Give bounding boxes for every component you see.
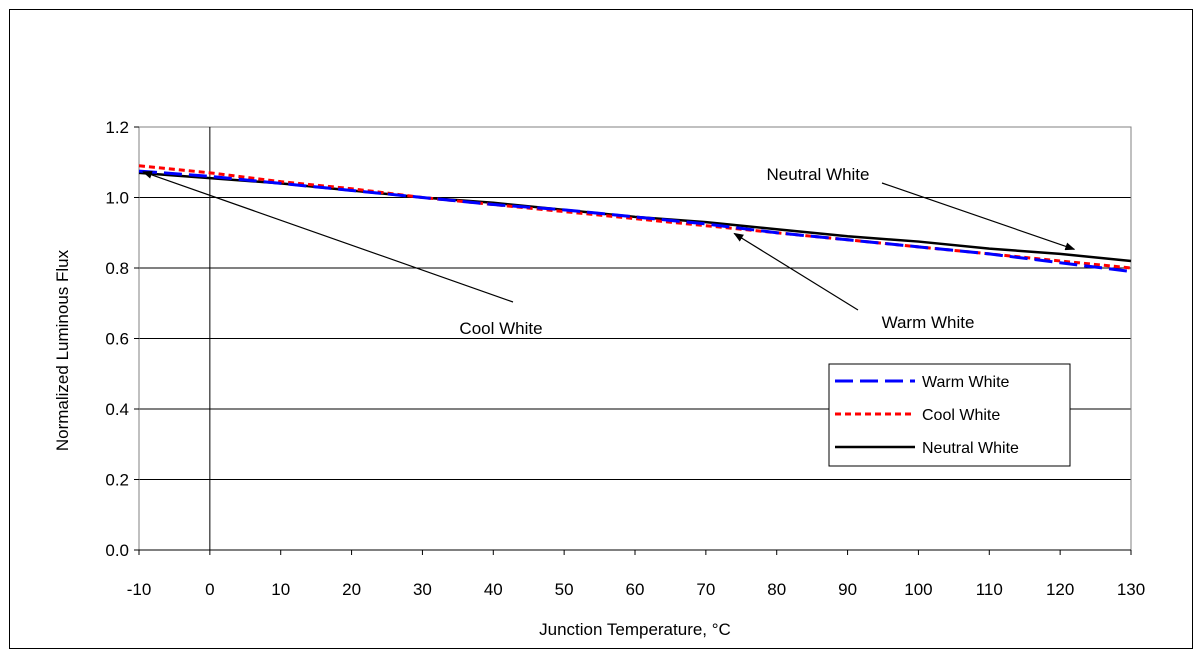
- y-tick-label: 0.8: [105, 259, 129, 278]
- x-tick-label: 130: [1117, 580, 1145, 599]
- annotation-arrow: [142, 170, 514, 303]
- x-tick-label: 70: [696, 580, 715, 599]
- x-axis-title: Junction Temperature, °C: [539, 620, 731, 639]
- series-line-warm-white: [138, 169, 1132, 274]
- legend-label: Warm White: [922, 374, 1010, 391]
- x-tick-label: 40: [484, 580, 503, 599]
- y-tick-label: 1.0: [105, 189, 129, 208]
- x-tick-label: 100: [904, 580, 932, 599]
- data-series: [138, 164, 1132, 274]
- annotation-arrow: [733, 232, 859, 311]
- axes: [134, 126, 1132, 555]
- x-tick-label: 20: [342, 580, 361, 599]
- chart-frame: [9, 9, 1193, 649]
- x-tick-label: 30: [413, 580, 432, 599]
- x-tick-label: 110: [976, 580, 1003, 599]
- x-tick-label: 60: [626, 580, 645, 599]
- tick-labels: 0.0 0.2 0.4 0.6 0.8 1.0 1.2 -10 0 10 20 30 40 50 60 70 8…: [105, 118, 1145, 599]
- series-line-neutral-white: [138, 171, 1132, 263]
- y-axis-title: Normalized Luminous Flux: [53, 249, 72, 451]
- y-tick-label: 1.2: [105, 118, 129, 137]
- annotation-label: Cool White: [459, 319, 542, 338]
- y-tick-label: 0.0: [105, 541, 129, 560]
- y-tick-label: 0.4: [105, 400, 129, 419]
- x-tick-label: 120: [1046, 580, 1074, 599]
- x-tick-label: 10: [271, 580, 290, 599]
- x-tick-label: -10: [127, 580, 152, 599]
- legend-label: Cool White: [922, 407, 1000, 424]
- y-tick-label: 0.6: [105, 330, 129, 349]
- annotation-arrow: [881, 182, 1076, 251]
- legend-label: Neutral White: [922, 440, 1019, 457]
- x-tick-label: 0: [205, 580, 214, 599]
- legend: Warm White Cool White Neutral White: [828, 363, 1071, 467]
- annotation-label: Warm White: [882, 313, 975, 332]
- annotations: Neutral White Warm White Cool White: [142, 165, 1076, 338]
- annotation-label: Neutral White: [767, 165, 870, 184]
- y-tick-label: 0.2: [105, 471, 129, 490]
- x-tick-label: 90: [838, 580, 857, 599]
- x-tick-label: 80: [767, 580, 786, 599]
- x-tick-label: 50: [555, 580, 574, 599]
